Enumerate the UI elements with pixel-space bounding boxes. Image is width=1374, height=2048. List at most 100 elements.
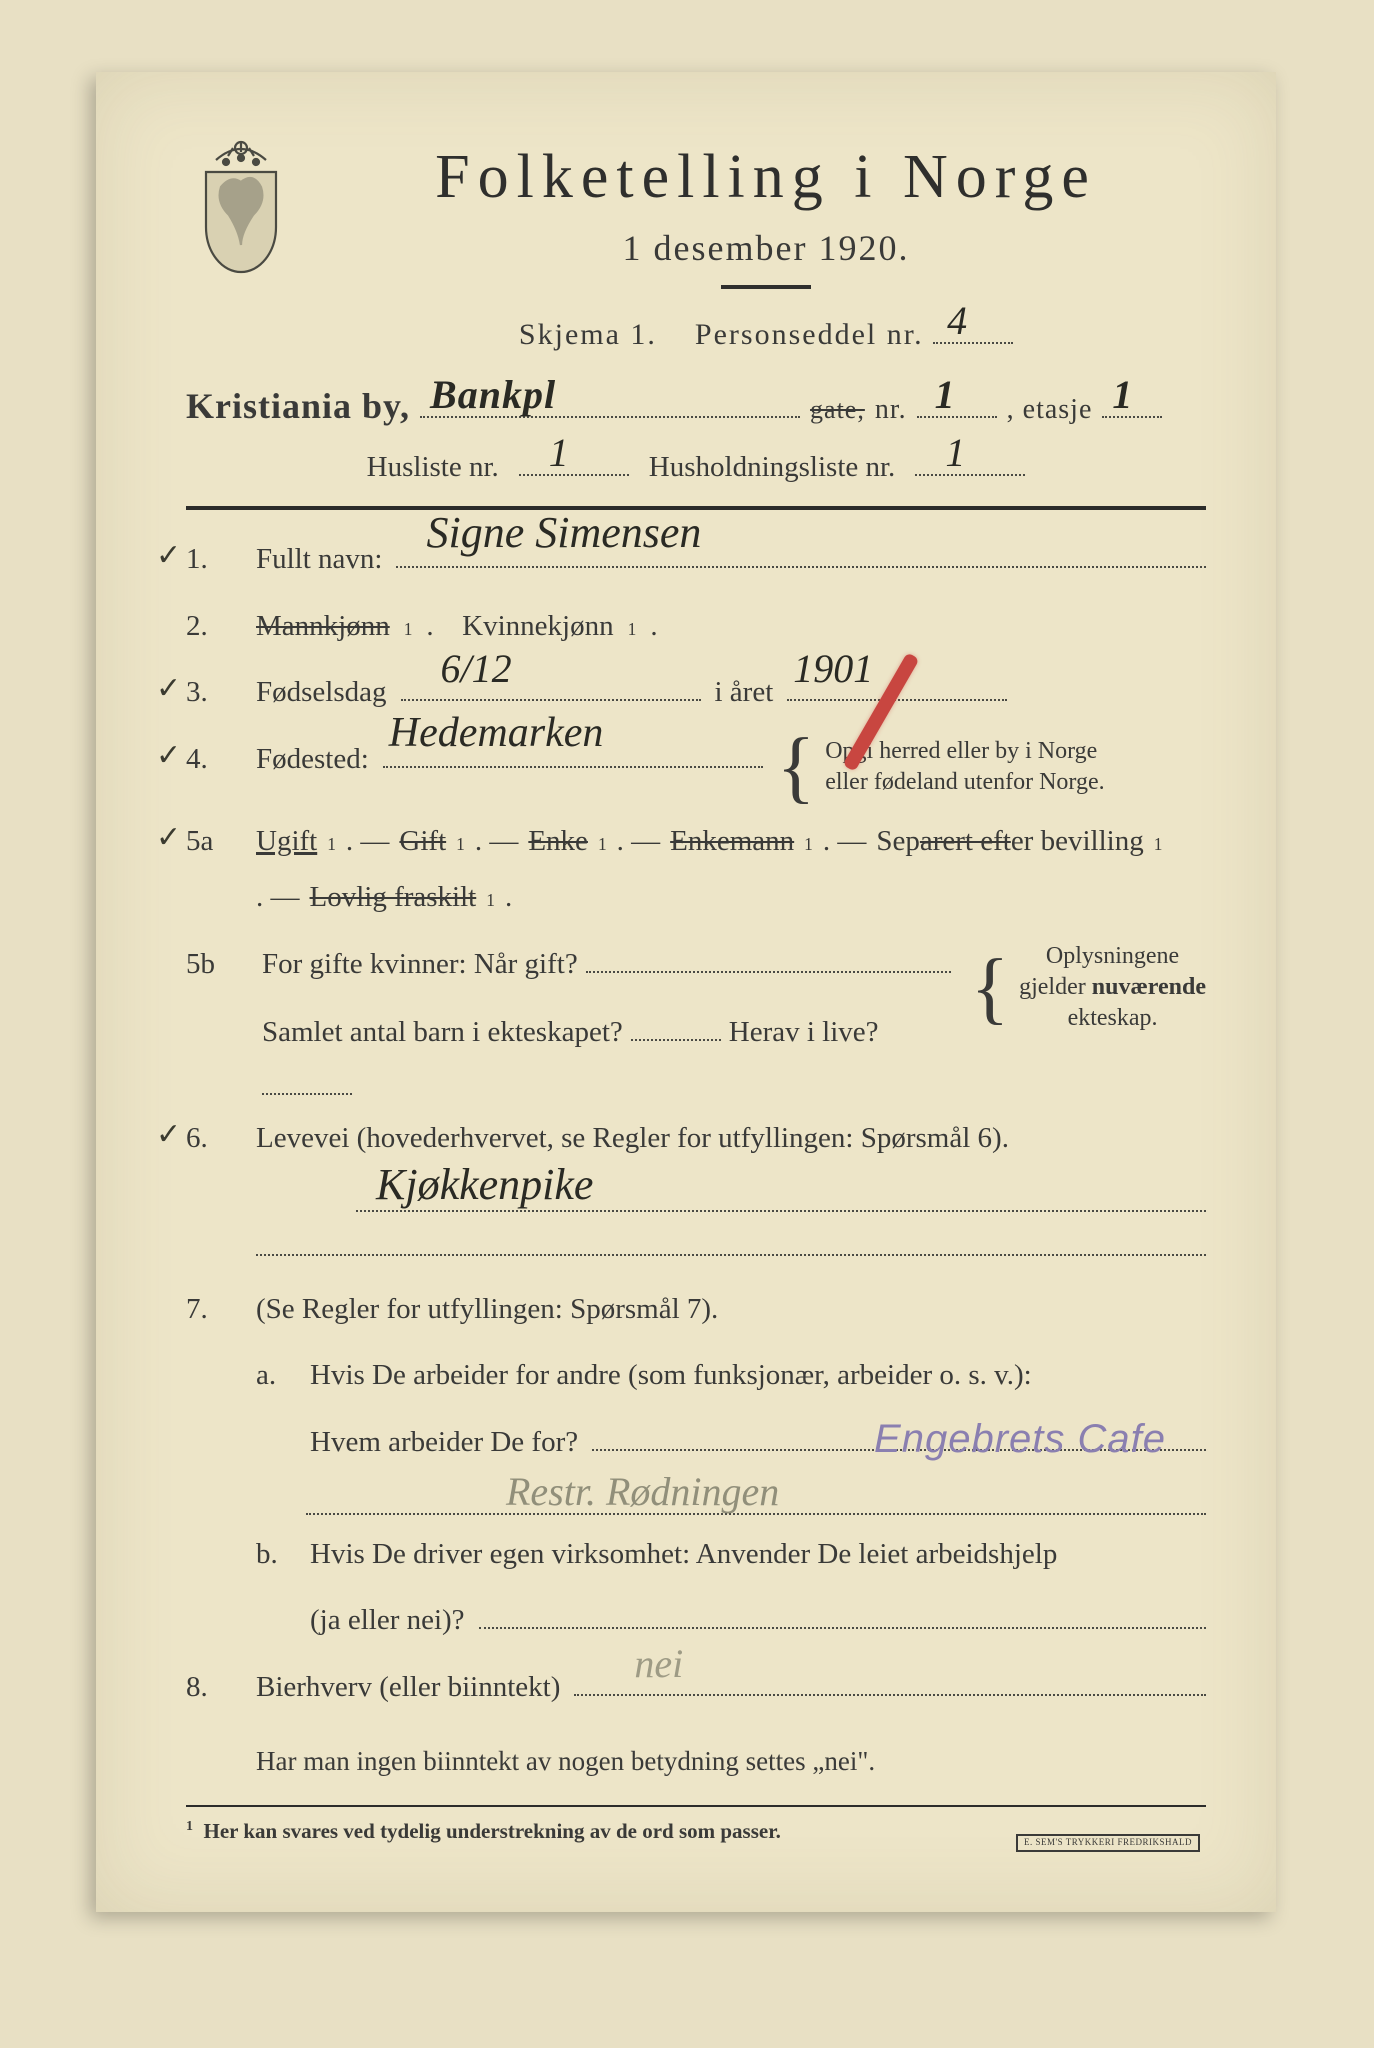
q5b-live-field: [262, 1064, 352, 1096]
q7-intro: (Se Regler for utfyllingen: Spørsmål 7).: [256, 1286, 718, 1332]
q5a-enke: Enke: [528, 818, 588, 864]
printer-mark: E. SEM'S TRYKKERI FREDRIKSHALD: [1016, 1834, 1200, 1852]
bottom-note: Har man ingen biinntekt av nogen betydni…: [256, 1746, 1206, 1777]
q5b-barn-field: [631, 1009, 721, 1041]
question-4: 4. Fødested: Hedemarken { Opgi herred el…: [186, 736, 1206, 798]
skjema-line: Skjema 1. Personseddel nr. 4: [326, 311, 1206, 352]
q2-sup-b: 1: [628, 616, 637, 644]
street-field: Bankpl: [420, 378, 800, 418]
husliste-line: Husliste nr. 1 Husholdningsliste nr. 1: [186, 445, 1206, 485]
nr-value: 1: [935, 371, 956, 418]
question-2: 2. Mannkjønn1. Kvinnekjønn1.: [186, 603, 1206, 649]
q5b-note1: Oplysningene: [1019, 941, 1206, 972]
q8-num: 8.: [186, 1664, 242, 1710]
q7b-label: b.: [256, 1531, 296, 1577]
street-value: Bankpl: [430, 371, 556, 418]
question-7b: b. Hvis De driver egen virksomhet: Anven…: [186, 1531, 1206, 1577]
q5b-note-block: { Oplysningene gjelder nuværende ekteska…: [971, 941, 1206, 1035]
husholdning-label: Husholdningsliste nr.: [649, 451, 896, 484]
question-1: 1. Fullt navn: Signe Simensen: [186, 536, 1206, 582]
husliste-label: Husliste nr.: [367, 451, 499, 484]
gate-label-struck: gate,: [810, 395, 865, 425]
q3-day-field: 6/12: [401, 669, 701, 701]
footnote-text-a: Her kan svares ved: [204, 1819, 381, 1843]
question-6: 6. Levevei (hovederhvervet, se Regler fo…: [186, 1115, 1206, 1161]
q5b-note3: ekteskap.: [1019, 1003, 1206, 1034]
q5a-ugift: Ugift: [256, 818, 317, 864]
nr-field: 1: [917, 378, 997, 418]
brace-icon: {: [777, 747, 815, 787]
q5a-text: Ugift1. — Gift1. — Enke1. — Enkemann1. —…: [256, 818, 1206, 921]
q5b-line2b: Herav i live?: [729, 1009, 879, 1055]
q4-note-line2: eller fødeland utenfor Norge.: [825, 767, 1104, 798]
q6-num: 6.: [186, 1115, 242, 1161]
q7a-line2: Hvem arbeider De for?: [310, 1419, 578, 1465]
q6-label: Levevei (hovederhvervet, se Regler for u…: [256, 1115, 1009, 1161]
question-5a: 5a Ugift1. — Gift1. — Enke1. — Enkemann1…: [186, 818, 1206, 921]
q6-field: Kjøkkenpike: [356, 1182, 1206, 1212]
q5b-line1: For gifte kvinner: Når gift?: [262, 941, 578, 987]
q5b-gift-field: [586, 941, 951, 973]
q1-field: Signe Simensen: [396, 537, 1206, 569]
q1-value: Signe Simensen: [426, 498, 701, 568]
q4-label: Fødested:: [256, 736, 369, 782]
brace-icon-2: {: [971, 968, 1009, 1008]
q3-label: Fødselsdag: [256, 669, 387, 715]
q7a-hand: Restr. Rødningen: [506, 1468, 779, 1515]
q5b-num: 5b: [186, 941, 242, 987]
separator-bottom: [186, 1805, 1206, 1807]
q7b-field: [479, 1598, 1206, 1630]
q8-field: nei: [574, 1664, 1206, 1696]
city-line: Kristiania by, Bankpl gate, nr. 1 , etas…: [186, 378, 1206, 427]
main-title: Folketelling i Norge: [326, 142, 1206, 213]
q4-field: Hedemarken: [383, 736, 763, 768]
q2-mann: Mannkjønn: [256, 603, 390, 649]
personseddel-label: Personseddel nr.: [695, 318, 924, 351]
husholdning-value: 1: [945, 429, 965, 476]
q5a-num: 5a: [186, 818, 242, 864]
q7b-line2: (ja eller nei)?: [310, 1597, 465, 1643]
q4-value: Hedemarken: [389, 700, 604, 767]
q7b-line1: Hvis De driver egen virksomhet: Anvender…: [310, 1531, 1057, 1577]
etasje-label: , etasje: [1007, 394, 1093, 426]
title-divider: [721, 285, 811, 289]
q6-field-2: [256, 1226, 1206, 1256]
etasje-field: 1: [1102, 378, 1162, 418]
q2-sup-a: 1: [404, 616, 413, 644]
q5b-note: Oplysningene gjelder nuværende ekteskap.: [1019, 941, 1206, 1035]
question-3: 3. Fødselsdag 6/12 i året 1901: [186, 669, 1206, 715]
form-header: Folketelling i Norge 1 desember 1920. Sk…: [186, 132, 1206, 352]
husliste-value: 1: [549, 429, 569, 476]
husliste-field: 1: [519, 445, 629, 477]
q7a-field-2: Restr. Rødningen: [306, 1485, 1206, 1515]
question-7a: a. Hvis De arbeider for andre (som funks…: [186, 1352, 1206, 1398]
footnote-num: 1: [186, 1819, 193, 1834]
etasje-value: 1: [1112, 371, 1133, 418]
q3-num: 3.: [186, 669, 242, 715]
q5a-separert: Separert efter bevilling: [876, 818, 1143, 864]
q1-num: 1.: [186, 536, 242, 582]
skjema-label: Skjema 1.: [519, 318, 657, 351]
title-block: Folketelling i Norge 1 desember 1920. Sk…: [326, 132, 1206, 352]
q5b-line2a: Samlet antal barn i ekteskapet?: [262, 1009, 623, 1055]
question-8: 8. Bierhverv (eller biinntekt) nei: [186, 1664, 1206, 1710]
employer-stamp: Engebrets Cafe: [874, 1407, 1166, 1471]
question-7: 7. (Se Regler for utfyllingen: Spørsmål …: [186, 1286, 1206, 1332]
q5a-lovlig: Lovlig fraskilt: [310, 874, 477, 920]
q5a-enkemann: Enkemann: [670, 818, 794, 864]
question-5b: 5b For gifte kvinner: Når gift? Samlet a…: [186, 941, 1206, 1096]
q2-num: 2.: [186, 603, 242, 649]
census-form-paper: Folketelling i Norge 1 desember 1920. Sk…: [96, 72, 1276, 1912]
q3-year-value: 1901: [793, 637, 873, 701]
nr-label: nr.: [875, 394, 907, 426]
footnote-text-b: tydelig understrekning av de ord som pas…: [380, 1819, 781, 1843]
question-7a-line2: Hvem arbeider De for? Engebrets Cafe: [186, 1419, 1206, 1465]
q4-num: 4.: [186, 736, 242, 782]
q8-value: nei: [634, 1632, 683, 1696]
husholdning-field: 1: [915, 445, 1025, 477]
q7a-label: a.: [256, 1352, 296, 1398]
q6-value: Kjøkkenpike: [376, 1159, 593, 1210]
q8-label: Bierhverv (eller biinntekt): [256, 1664, 560, 1710]
q3-day-value: 6/12: [441, 637, 512, 701]
q1-label: Fullt navn:: [256, 536, 382, 582]
